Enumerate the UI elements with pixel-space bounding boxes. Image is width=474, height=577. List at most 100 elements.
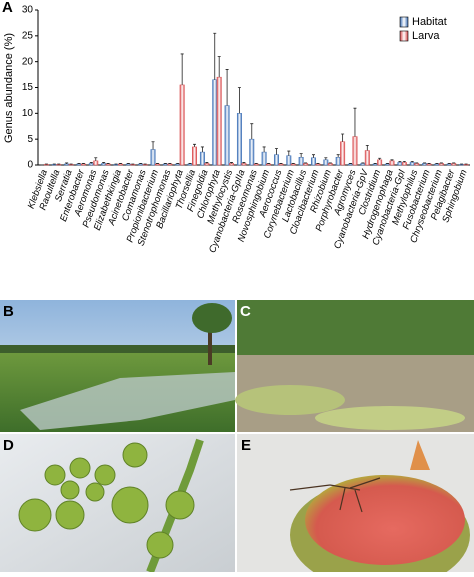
tree-line [0,345,235,353]
error-bar [94,157,98,161]
bar [385,163,391,166]
bar [192,146,197,166]
error-bar [65,162,69,164]
panel-label: C [240,303,251,320]
bar [286,155,292,166]
error-bar [398,160,402,163]
bar [401,162,407,166]
error-bar [81,163,85,164]
bar [397,162,403,166]
bar [377,159,383,166]
error-bar [44,163,48,165]
bar [142,164,148,166]
y-tick-label: 25 [22,30,34,41]
bar [101,163,107,166]
error-bar [439,162,443,164]
bar [51,164,57,166]
error-bar [188,163,192,164]
error-bar [464,163,468,165]
error-bar [193,143,197,147]
error-bar [52,163,56,165]
bar [80,163,86,166]
error-bar [279,163,283,164]
bar [261,151,267,166]
error-bar [126,163,130,164]
y-tick-label: 15 [22,82,34,93]
fruit-tip [410,440,430,470]
legend-label: Habitat [412,16,447,28]
error-bar [213,32,217,80]
error-bar [460,163,464,165]
bar [179,84,185,166]
bar [241,163,247,166]
bar [64,163,70,166]
bar [434,163,440,166]
bar [56,164,62,166]
bar [117,163,123,166]
error-bar [114,163,118,165]
error-bar [311,154,315,158]
error-bar [102,162,106,164]
tree-trunk [208,325,212,365]
bar [426,163,432,166]
bar [105,163,111,166]
error-bar [77,163,81,164]
legend-swatch [399,30,409,42]
bar [323,159,329,166]
bar [409,162,415,166]
error-bar [254,163,258,164]
y-tick-label: 20 [22,56,34,67]
error-bar [89,162,93,164]
photo-pond: C [235,300,474,432]
y-tick-label: 30 [22,5,34,16]
bar [229,163,235,166]
bar [315,163,321,166]
water [20,372,235,430]
bar [167,163,173,166]
bar [352,136,358,166]
bar [216,76,222,166]
error-bar [57,163,61,165]
bar [253,163,259,166]
error-bar [168,163,172,164]
water [235,385,345,415]
bar [327,163,333,166]
error-bar [287,150,291,156]
bar [187,163,193,166]
bar [266,163,272,166]
error-bar [349,163,353,164]
bar [372,163,378,166]
error-bar [304,162,308,164]
error-bar [361,162,365,164]
bar [446,163,452,166]
bar [150,149,156,166]
bar [155,163,160,166]
error-bar [390,159,394,161]
panel-label: A [2,0,13,16]
error-bar [200,146,204,153]
legend-label: Larva [412,30,440,42]
error-bar [427,163,431,164]
y-tick-label: 5 [27,134,33,145]
bar [290,163,296,166]
bar [298,157,304,166]
bar [303,163,309,166]
photo-rice-field: B [0,300,235,432]
error-bar [341,133,345,142]
bar [130,164,136,166]
bar [175,163,181,166]
error-bar [217,56,221,78]
error-bar [143,163,147,165]
error-bar [365,144,369,151]
bar [93,160,99,166]
error-bar [336,154,340,158]
error-bar [131,163,135,165]
error-bar [106,163,110,164]
error-bar [452,162,456,164]
y-tick-label: 0 [27,160,33,171]
bar [340,141,346,166]
error-bar [205,162,209,164]
error-bar [378,157,382,160]
bar [422,163,428,166]
